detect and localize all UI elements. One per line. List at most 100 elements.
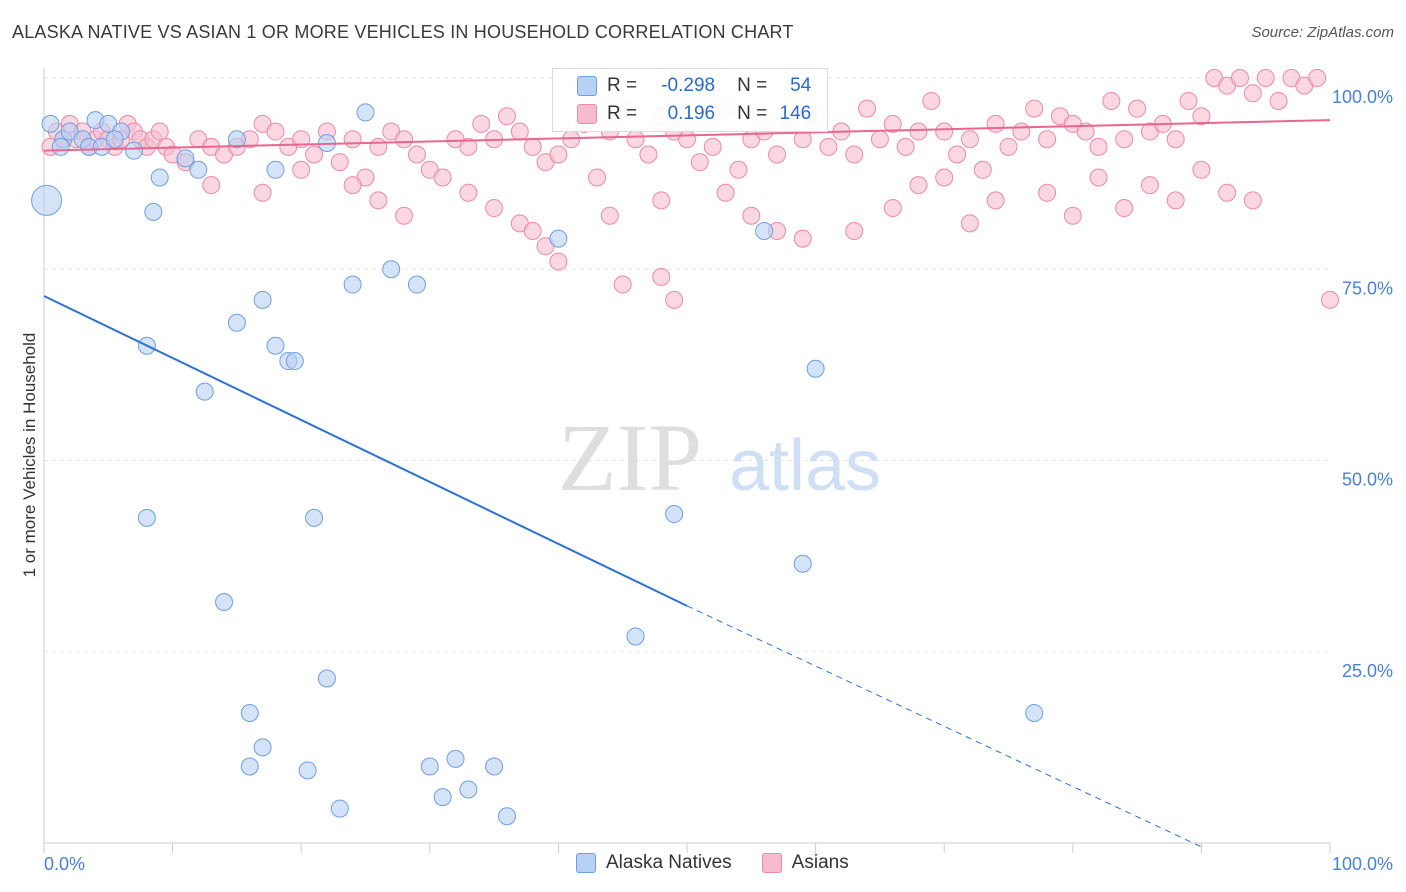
alaska-natives-point-52 <box>330 799 349 818</box>
alaska-natives-point-19 <box>356 103 375 122</box>
alaska-natives-point-8 <box>125 141 144 160</box>
x-tick-label-0: 0.0% <box>44 854 85 874</box>
chart-title: ALASKA NATIVE VS ASIAN 1 OR MORE VEHICLE… <box>12 22 794 42</box>
stats-box: R = -0.298 N = 54 R = 0.196 N = 146 <box>552 68 828 132</box>
asians-point-117 <box>549 252 568 271</box>
asians-point-136 <box>1166 191 1185 210</box>
alaska-natives-point-34 <box>806 359 825 378</box>
asians-point-115 <box>523 222 542 240</box>
asians-point-40 <box>433 168 452 187</box>
asians-point-74 <box>870 130 889 149</box>
asians-point-72 <box>845 145 864 164</box>
asians-point-127 <box>909 176 928 195</box>
y-tick-label-2: 50.0% <box>1342 470 1393 490</box>
alaska-natives-point-16 <box>266 160 285 179</box>
stats-swatch-pink <box>577 104 597 124</box>
grid-lines <box>44 77 1330 653</box>
asians-point-73 <box>858 99 877 118</box>
trend-lines <box>43 119 1331 848</box>
x-tick-label-1: 100.0% <box>1332 854 1393 874</box>
alaska-natives-point-44 <box>253 738 272 757</box>
alaska-natives-points <box>31 72 1044 826</box>
legend-item-asians[interactable]: Asians <box>761 852 849 874</box>
asians-point-76 <box>896 137 915 156</box>
y-tick-label-1: 75.0% <box>1342 278 1393 298</box>
asians-point-77 <box>909 122 928 141</box>
asians-point-133 <box>1089 168 1108 187</box>
asians-point-143 <box>253 183 272 202</box>
asians-point-132 <box>1063 206 1082 225</box>
asians-point-102 <box>1230 69 1249 87</box>
asians-point-79 <box>935 122 954 141</box>
asians-point-35 <box>369 137 388 156</box>
alaska-natives-point-50 <box>433 788 452 807</box>
asians-point-87 <box>1038 130 1057 149</box>
asians-point-142 <box>202 176 221 195</box>
alaska-natives-point-38 <box>793 554 812 573</box>
alaska-natives-point-14 <box>176 149 195 168</box>
legend-swatch-pink <box>761 853 782 873</box>
asians-point-129 <box>960 214 979 233</box>
stats-r-label-pink: R = <box>607 103 638 124</box>
asians-point-119 <box>613 275 632 294</box>
alaska-natives-point-35 <box>137 508 156 527</box>
asians-point-90 <box>1076 122 1095 141</box>
asians-point-137 <box>1192 160 1211 179</box>
asians-point-128 <box>935 168 954 187</box>
alaska-natives-point-53 <box>497 807 516 826</box>
alaska-natives-point-3 <box>51 137 70 156</box>
alaska-natives-point-15 <box>189 160 208 179</box>
asians-point-91 <box>1089 137 1108 156</box>
asians-point-85 <box>1012 122 1031 141</box>
asians-point-45 <box>497 107 516 126</box>
asians-point-46 <box>510 122 529 141</box>
asians-point-139 <box>1243 191 1262 210</box>
asians-point-144 <box>292 160 311 179</box>
alaska-natives-point-33 <box>195 382 214 401</box>
alaska-natives-point-39 <box>215 593 234 612</box>
asians-point-56 <box>639 145 658 164</box>
asians-point-118 <box>600 206 619 225</box>
alaska-natives-point-10 <box>31 184 63 216</box>
asians-point-81 <box>960 130 979 149</box>
stats-r-label-blue: R = <box>607 75 638 96</box>
asians-point-49 <box>549 145 568 164</box>
alaska-natives-point-45 <box>240 757 259 776</box>
legend-item-alaska-natives[interactable]: Alaska Natives <box>576 852 732 874</box>
asians-point-33 <box>343 130 362 149</box>
asians-point-141 <box>665 290 684 309</box>
asians-point-78 <box>922 91 941 110</box>
asians-point-94 <box>1128 99 1147 118</box>
y-tick-label-3: 25.0% <box>1342 661 1393 681</box>
asians-point-131 <box>1038 183 1057 202</box>
asians-point-63 <box>729 160 748 179</box>
stats-n-label-blue: N = <box>737 75 768 96</box>
asians-point-110 <box>369 191 388 210</box>
asians-point-61 <box>703 137 722 156</box>
alaska-natives-point-41 <box>317 669 336 688</box>
asians-point-97 <box>1166 130 1185 149</box>
asians-point-30 <box>305 145 324 164</box>
asians-point-140 <box>652 267 671 286</box>
asians-point-43 <box>472 114 491 133</box>
stats-r-value-pink: 0.196 <box>667 103 716 124</box>
asians-point-59 <box>678 130 696 149</box>
asians-point-83 <box>986 114 1005 133</box>
alaska-natives-point-48 <box>446 749 465 768</box>
asians-point-27 <box>266 122 285 141</box>
asians-point-55 <box>626 130 645 149</box>
stats-n-value-pink: 146 <box>779 103 812 124</box>
asians-point-86 <box>1025 99 1044 118</box>
asians-point-109 <box>1321 290 1339 309</box>
legend-label-alaska-natives: Alaska Natives <box>606 852 732 873</box>
watermark-zip: ZIP <box>558 404 702 511</box>
alaska-natives-point-25 <box>227 313 246 332</box>
asians-point-52 <box>587 168 606 187</box>
legend-swatch-blue <box>576 853 596 873</box>
stats-n-value-blue: 54 <box>790 75 812 96</box>
stats-row-pink: R = 0.196 N = 146 <box>577 103 811 125</box>
asians-point-111 <box>395 206 414 225</box>
asians-point-80 <box>948 145 967 164</box>
asians-point-42 <box>459 137 478 156</box>
